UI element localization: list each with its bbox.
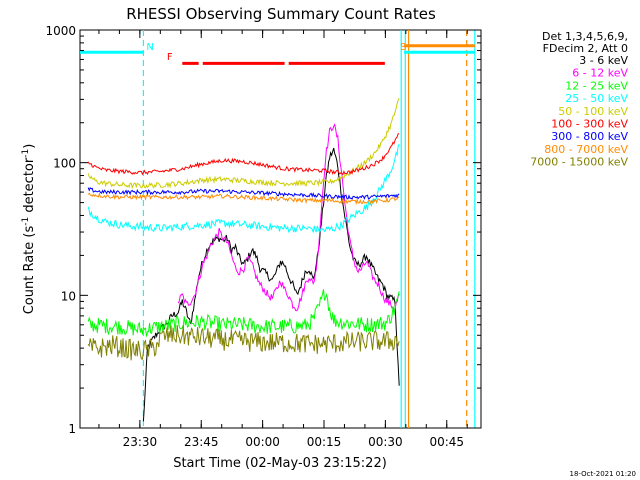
legend: Det 1,3,4,5,6,9, FDecim 2, Att 0 3 - 6 k… (530, 30, 628, 169)
series-line-5 (87, 133, 400, 176)
y-tick-label: 100 (53, 157, 76, 171)
flag-bars (80, 44, 475, 65)
y-tick-label: 1 (68, 422, 76, 436)
y-axis-label: Count Rate (s-1 detector-1) (21, 144, 37, 315)
flag-label-s: S (400, 42, 406, 53)
series-line-0 (142, 147, 400, 422)
legend-item: 50 - 100 keV (558, 105, 628, 118)
series-line-3 (87, 143, 400, 234)
x-tick-label: 23:30 (123, 435, 158, 449)
legend-item: 6 - 12 keV (572, 67, 628, 80)
flag-labels: NFS (146, 42, 406, 63)
legend-item: 300 - 800 keV (551, 130, 628, 143)
legend-item: 12 - 25 keV (565, 79, 628, 92)
series-line-2 (87, 289, 400, 337)
series-line-8 (87, 324, 400, 361)
x-tick-label: 00:00 (245, 435, 280, 449)
y-axis-label-sup2: -1 (21, 149, 31, 158)
axis-ticks (80, 29, 481, 429)
y-axis-label-part3: ) (22, 144, 37, 149)
y-tick-labels: 1 10 100 1000 (45, 24, 76, 436)
x-tick-label: 23:45 (184, 435, 219, 449)
x-axis-label: Start Time (02-May-03 23:15:22) (173, 456, 387, 471)
legend-item: 3 - 6 keV (579, 54, 628, 67)
legend-item: 800 - 7000 keV (544, 143, 628, 156)
series-line-6 (87, 187, 400, 201)
legend-item: 100 - 300 keV (551, 118, 628, 131)
series-lines (87, 97, 400, 422)
legend-header-line2: FDecim 2, Att 0 (543, 42, 628, 55)
x-tick-labels: 23:30 23:45 00:00 00:15 00:30 00:45 (123, 435, 464, 449)
series-line-7 (87, 192, 400, 206)
y-axis-label-part2: detector (22, 157, 37, 217)
chart-title: RHESSI Observing Summary Count Rates (126, 5, 436, 23)
x-tick-label: 00:30 (368, 435, 403, 449)
flag-label-n: N (146, 42, 153, 53)
y-axis-label-sup1: -1 (21, 217, 31, 226)
legend-item: 25 - 50 keV (565, 92, 628, 105)
series-line-1 (177, 123, 400, 312)
flag-label-f: F (167, 52, 173, 63)
x-tick-label: 00:15 (307, 435, 342, 449)
x-tick-label: 00:45 (429, 435, 464, 449)
y-tick-label: 10 (61, 289, 76, 303)
legend-header-line1: Det 1,3,4,5,6,9, (542, 30, 628, 43)
plot-frame (79, 29, 482, 429)
footer-date: 18-Oct-2021 01:20 (570, 470, 636, 478)
y-axis-label-part1: Count Rate (s (22, 226, 37, 315)
legend-item: 7000 - 15000 keV (530, 156, 628, 169)
plot-area: NFS (79, 29, 482, 429)
y-tick-label: 1000 (45, 24, 76, 38)
flag-vertical-lines (142, 30, 476, 428)
series-line-4 (87, 97, 400, 190)
